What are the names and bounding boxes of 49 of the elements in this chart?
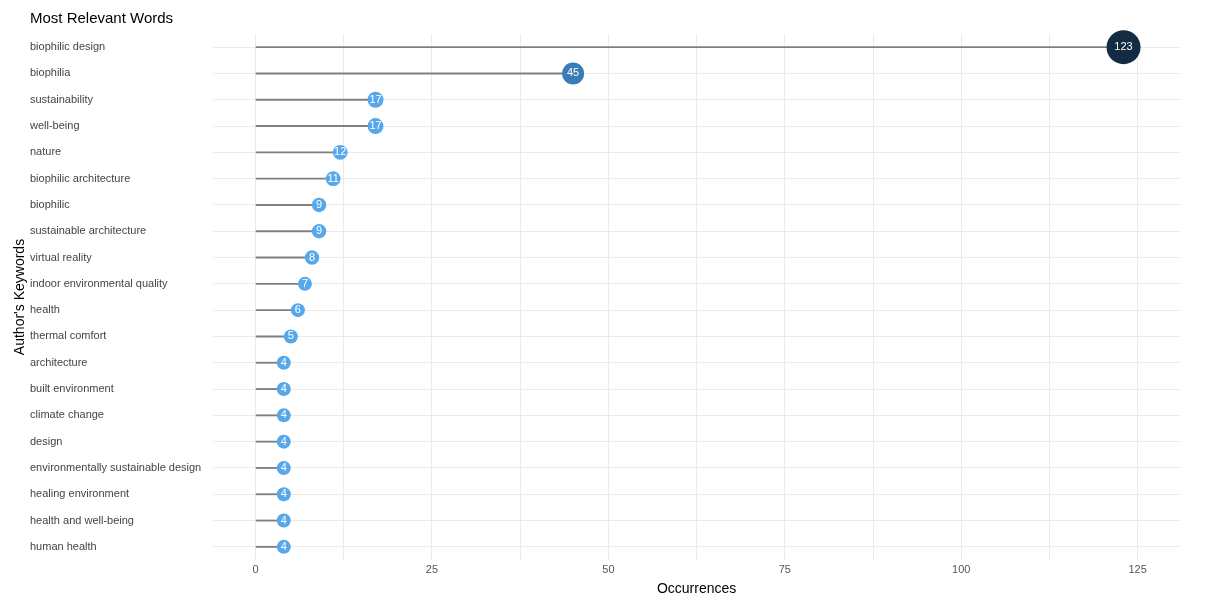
- data-label: 4: [280, 487, 287, 500]
- data-label: 17: [369, 92, 382, 105]
- x-tick-label: 0: [252, 562, 259, 575]
- data-label: 17: [369, 119, 382, 132]
- y-tick-label: biophilic design: [30, 40, 106, 53]
- x-tick-label: 100: [952, 562, 971, 575]
- y-tick-label: biophilic architecture: [30, 171, 131, 184]
- data-label: 8: [308, 250, 316, 263]
- data-label: 4: [280, 460, 287, 473]
- data-label: 11: [327, 171, 339, 184]
- data-label: 45: [566, 66, 580, 79]
- data-label: 4: [280, 355, 287, 368]
- data-label: 5: [287, 329, 294, 342]
- y-tick-label: design: [30, 434, 63, 447]
- y-tick-label: climate change: [30, 408, 104, 421]
- y-tick-label: built environment: [30, 382, 114, 395]
- y-tick-label: sustainability: [30, 92, 94, 105]
- y-tick-label: health and well-being: [30, 513, 134, 526]
- y-tick-label: well-being: [29, 119, 80, 132]
- y-tick-label: virtual reality: [30, 250, 93, 263]
- data-label: 12: [334, 145, 347, 158]
- y-tick-label: biophilic: [30, 197, 71, 210]
- y-tick-label: sustainable architecture: [30, 224, 147, 237]
- x-tick-label: 75: [778, 562, 791, 575]
- y-tick-label: indoor environmental quality: [30, 276, 169, 289]
- x-tick-label: 50: [602, 562, 615, 575]
- data-label: 9: [316, 224, 323, 237]
- data-label: 7: [301, 276, 309, 289]
- y-axis-title: Author's Keywords: [10, 238, 27, 356]
- y-tick-label: healing environment: [30, 487, 130, 500]
- x-tick-label: 25: [425, 562, 439, 575]
- x-tick-label: 125: [1128, 562, 1147, 575]
- data-label: 4: [280, 434, 287, 447]
- data-label: 4: [280, 408, 287, 421]
- y-tick-label: biophilia: [30, 66, 72, 79]
- y-tick-label: nature: [30, 145, 62, 158]
- data-label: 4: [280, 539, 287, 552]
- chart-title: Most Relevant Words: [30, 9, 174, 27]
- data-label: 6: [294, 303, 301, 316]
- y-tick-label: thermal comfort: [30, 329, 107, 342]
- y-tick-label: environmentally sustainable design: [30, 460, 202, 473]
- y-tick-label: human health: [30, 539, 97, 552]
- y-tick-label: architecture: [30, 355, 88, 368]
- data-label: 4: [280, 382, 287, 395]
- y-tick-label: health: [30, 303, 60, 316]
- x-axis-title: Occurrences: [656, 580, 737, 597]
- data-label: 4: [280, 513, 287, 526]
- data-label: 123: [1114, 40, 1133, 53]
- data-label: 9: [316, 197, 323, 210]
